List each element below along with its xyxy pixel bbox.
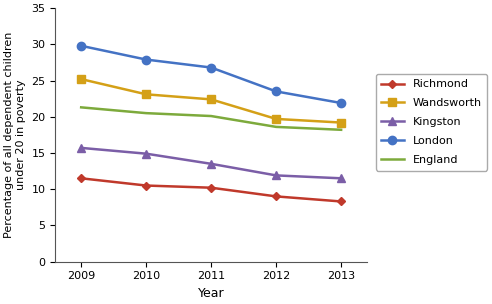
Kingston xyxy=(338,177,344,180)
Y-axis label: Percentage of all dependent children
under 20 in poverty: Percentage of all dependent children und… xyxy=(4,32,26,238)
Line: Kingston: Kingston xyxy=(77,144,345,182)
Kingston xyxy=(78,146,84,150)
England xyxy=(208,114,214,118)
Richmond xyxy=(273,195,279,198)
London xyxy=(338,101,344,105)
England xyxy=(273,125,279,129)
Wandsworth xyxy=(208,98,214,101)
Kingston xyxy=(208,162,214,166)
Kingston xyxy=(143,152,149,156)
Line: Richmond: Richmond xyxy=(78,175,344,204)
Wandsworth xyxy=(338,121,344,124)
Wandsworth xyxy=(143,92,149,96)
Richmond xyxy=(208,186,214,189)
Richmond xyxy=(78,177,84,180)
Line: Wandsworth: Wandsworth xyxy=(77,75,345,127)
Line: London: London xyxy=(77,42,345,107)
X-axis label: Year: Year xyxy=(198,287,224,300)
London xyxy=(273,90,279,93)
Kingston xyxy=(273,174,279,177)
Richmond xyxy=(338,200,344,203)
Legend: Richmond, Wandsworth, Kingston, London, England: Richmond, Wandsworth, Kingston, London, … xyxy=(376,74,487,171)
Wandsworth xyxy=(273,117,279,121)
Richmond xyxy=(143,184,149,187)
England xyxy=(143,111,149,115)
Wandsworth xyxy=(78,77,84,81)
London xyxy=(208,66,214,69)
Line: England: England xyxy=(81,107,341,130)
London xyxy=(78,44,84,48)
England xyxy=(338,128,344,132)
London xyxy=(143,58,149,61)
England xyxy=(78,105,84,109)
